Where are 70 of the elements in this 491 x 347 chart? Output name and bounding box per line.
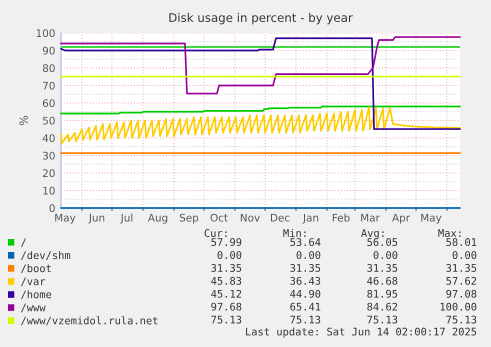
text: 75.13 (367, 316, 398, 324)
chart-title: Disk usage in percent - by year (169, 12, 353, 24)
legend-label: /home (21, 290, 52, 300)
y-tick-label: 50 (42, 116, 55, 125)
y-tick-label: 70 (43, 82, 55, 90)
text: 56.05 (367, 238, 398, 246)
text: Cur: (204, 229, 226, 238)
text: Max: (438, 229, 460, 238)
x-tick-label: Aug (148, 214, 168, 224)
text: 97.08 (446, 290, 476, 298)
text: 84.62 (367, 302, 398, 311)
x-tick-label: Oct (210, 214, 228, 222)
text: 0.00 (374, 251, 398, 259)
text: 75.13 (446, 316, 476, 324)
legend-label: /var (21, 278, 46, 286)
x-tick-label: Mar (361, 214, 380, 222)
x-tick-label: Dec (270, 214, 290, 222)
text: 100.00 (440, 302, 476, 311)
line-series (60, 106, 461, 144)
text: 45.12 (211, 290, 242, 298)
y-tick-label: 20 (42, 169, 55, 178)
y-axis-title: % (19, 116, 28, 126)
text: 75.13 (211, 316, 242, 324)
text: 31.35 (211, 264, 242, 272)
text: 0.00 (218, 251, 242, 259)
y-tick-label: 60 (42, 99, 55, 108)
text: 46.68 (367, 276, 398, 285)
text: 97.68 (211, 302, 242, 311)
text: 57.99 (211, 238, 242, 246)
legend-label: / (21, 238, 26, 247)
x-tick-label: May (421, 214, 442, 224)
text: 58.01 (446, 238, 476, 246)
y-tick-label: 80 (42, 64, 55, 72)
legend-label: /www (21, 304, 46, 312)
text: 0.00 (296, 251, 320, 259)
y-tick-label: 90 (42, 46, 55, 55)
x-tick-label: Jan (302, 214, 318, 224)
y-tick-label: 10 (43, 186, 55, 195)
text: 31.35 (290, 264, 320, 272)
y-tick-label: 100 (36, 29, 55, 38)
text: 53.64 (290, 238, 321, 246)
y-tick-label: 0 (50, 204, 55, 212)
x-tick-label: Apr (392, 214, 410, 224)
text: Last update: Sat Jun 14 02:00:17 2025 (246, 327, 476, 338)
text: 45.83 (211, 276, 242, 285)
x-tick-label: Jul (120, 214, 132, 224)
text: Avg: (361, 229, 384, 240)
text: 81.95 (367, 290, 398, 298)
x-tick-label: May (55, 214, 76, 224)
text: 65.41 (290, 302, 320, 311)
x-tick-label: Nov (240, 214, 260, 222)
y-tick-label: 40 (42, 134, 55, 142)
legend-label: /www/vzemidol.rula.net (21, 316, 158, 326)
text: 31.35 (367, 264, 398, 272)
x-tick-label: Sep (180, 214, 198, 224)
legend-label: /boot (21, 264, 51, 274)
line-series (60, 37, 461, 130)
line-series (60, 106, 461, 114)
text: 36.43 (290, 276, 320, 285)
x-tick-label: Feb (332, 214, 350, 222)
text: 44.90 (290, 290, 320, 298)
x-tick-label: Jun (88, 214, 104, 224)
text: 0.00 (452, 251, 476, 259)
text: 75.13 (290, 316, 320, 324)
line-series (60, 36, 461, 94)
text: 31.35 (446, 264, 476, 272)
text: Min: (283, 228, 306, 237)
legend-label: /dev/shm (21, 251, 70, 260)
text: 57.62 (446, 276, 476, 285)
y-tick-label: 30 (42, 152, 55, 160)
